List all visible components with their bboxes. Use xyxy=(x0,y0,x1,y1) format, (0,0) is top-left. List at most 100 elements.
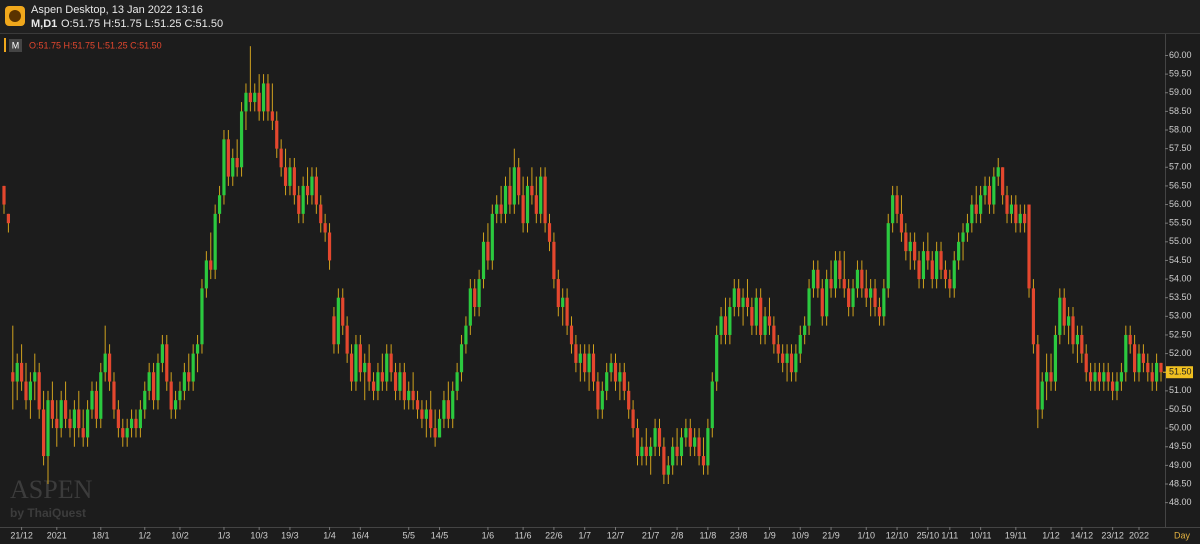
candle-body xyxy=(697,437,701,457)
candle-body xyxy=(1001,167,1005,196)
watermark-sub: by ThaiQuest xyxy=(10,506,86,520)
candle-body xyxy=(226,139,230,177)
candle-body xyxy=(81,428,85,438)
candle-body xyxy=(451,390,455,419)
x-tick-label: 21/12 xyxy=(10,530,33,540)
candle-body xyxy=(244,92,248,112)
candle-body xyxy=(301,185,305,214)
candle-body xyxy=(11,372,15,382)
candle-body xyxy=(1111,381,1115,391)
x-tick-label: 21/7 xyxy=(642,530,660,540)
candle-body xyxy=(666,465,670,475)
x-tick-label: 22/6 xyxy=(545,530,563,540)
candle-body xyxy=(895,195,899,214)
candle-body xyxy=(618,372,622,382)
window-title: Aspen Desktop, 13 Jan 2022 13:16 xyxy=(31,4,203,16)
y-tick-label: 50.00 xyxy=(1169,422,1192,432)
candle-body xyxy=(2,185,6,205)
x-tick-label: 19/11 xyxy=(1005,530,1027,540)
candle-body xyxy=(1097,372,1102,382)
y-tick-label: 48.50 xyxy=(1169,478,1192,488)
x-tick-label: 1/6 xyxy=(482,530,495,540)
candle-body xyxy=(420,409,424,419)
candle-body xyxy=(569,325,574,345)
x-tick-label: 1/2 xyxy=(139,530,152,540)
candle-body xyxy=(622,372,626,391)
candle-body xyxy=(429,409,433,429)
candle-body xyxy=(297,195,301,214)
candle-body xyxy=(41,409,46,457)
candle-body xyxy=(530,185,534,196)
candle-body xyxy=(961,232,965,242)
candle-body xyxy=(151,372,156,401)
candle-body xyxy=(517,167,521,196)
candle-body xyxy=(587,353,591,373)
candle-body xyxy=(512,167,516,205)
x-tick-label: 10/2 xyxy=(171,530,189,540)
candle-body xyxy=(772,325,776,345)
y-tick-label: 48.00 xyxy=(1169,497,1192,507)
candle-body xyxy=(217,195,222,214)
candle-body xyxy=(1027,204,1031,289)
candle-body xyxy=(107,353,112,382)
x-tick-label: 12/7 xyxy=(607,530,625,540)
candle-body xyxy=(200,288,204,345)
candle-body xyxy=(1150,372,1154,382)
x-tick-label: 1/9 xyxy=(763,530,776,540)
candle-body xyxy=(794,353,798,373)
candle-body xyxy=(939,251,943,270)
candle-body xyxy=(715,334,719,382)
legend-ohlc: O:51.75 H:51.75 L:51.25 C:51.50 xyxy=(29,40,162,50)
candle-body xyxy=(116,409,120,429)
candle-body xyxy=(785,353,789,363)
candle-body xyxy=(600,390,604,410)
y-tick-label: 54.50 xyxy=(1169,255,1192,265)
candle-body xyxy=(1018,213,1022,224)
candle-body xyxy=(829,279,833,289)
x-tick-label: 21/9 xyxy=(822,530,840,540)
candle-body xyxy=(402,372,406,401)
candle-body xyxy=(103,353,107,373)
candle-body xyxy=(248,92,252,103)
candle-body xyxy=(882,288,886,317)
candle-body xyxy=(1137,353,1141,373)
candle-body xyxy=(860,269,864,289)
candle-body xyxy=(706,428,710,466)
candle-body xyxy=(1053,334,1058,382)
candle-body xyxy=(838,260,842,280)
app-logo-mark xyxy=(9,10,21,22)
candle-body xyxy=(662,446,666,475)
candle-body xyxy=(283,167,288,186)
candle-body xyxy=(970,204,974,224)
candle-body xyxy=(464,325,468,345)
candle-body xyxy=(1159,362,1163,373)
candle-body xyxy=(679,437,684,457)
legend-symbol-box xyxy=(9,39,22,52)
y-tick-label: 53.50 xyxy=(1169,292,1192,302)
x-tick-label: 1/12 xyxy=(1042,530,1060,540)
candle-body xyxy=(943,269,948,280)
candle-body xyxy=(468,288,472,326)
candle-body xyxy=(525,185,530,224)
x-tick-label: 10/9 xyxy=(791,530,809,540)
y-tick-label: 52.00 xyxy=(1169,348,1192,358)
candle-body xyxy=(1031,288,1036,345)
candle-body xyxy=(965,223,970,233)
y-tick-label: 49.50 xyxy=(1169,441,1192,451)
candle-body xyxy=(143,390,147,410)
candle-body xyxy=(847,288,851,308)
candle-body xyxy=(358,344,362,373)
candle-body xyxy=(657,428,662,447)
candle-body xyxy=(908,241,912,252)
candle-body xyxy=(72,409,76,429)
candle-body xyxy=(349,353,354,382)
candle-body xyxy=(195,344,200,354)
y-tick-label: 57.00 xyxy=(1169,162,1192,172)
candle-body xyxy=(1080,334,1084,354)
candle-body xyxy=(63,400,68,419)
candle-body xyxy=(1115,381,1119,391)
candle-body xyxy=(275,120,279,149)
candle-body xyxy=(974,204,978,214)
candle-body xyxy=(28,381,32,401)
candle-body xyxy=(125,428,129,438)
